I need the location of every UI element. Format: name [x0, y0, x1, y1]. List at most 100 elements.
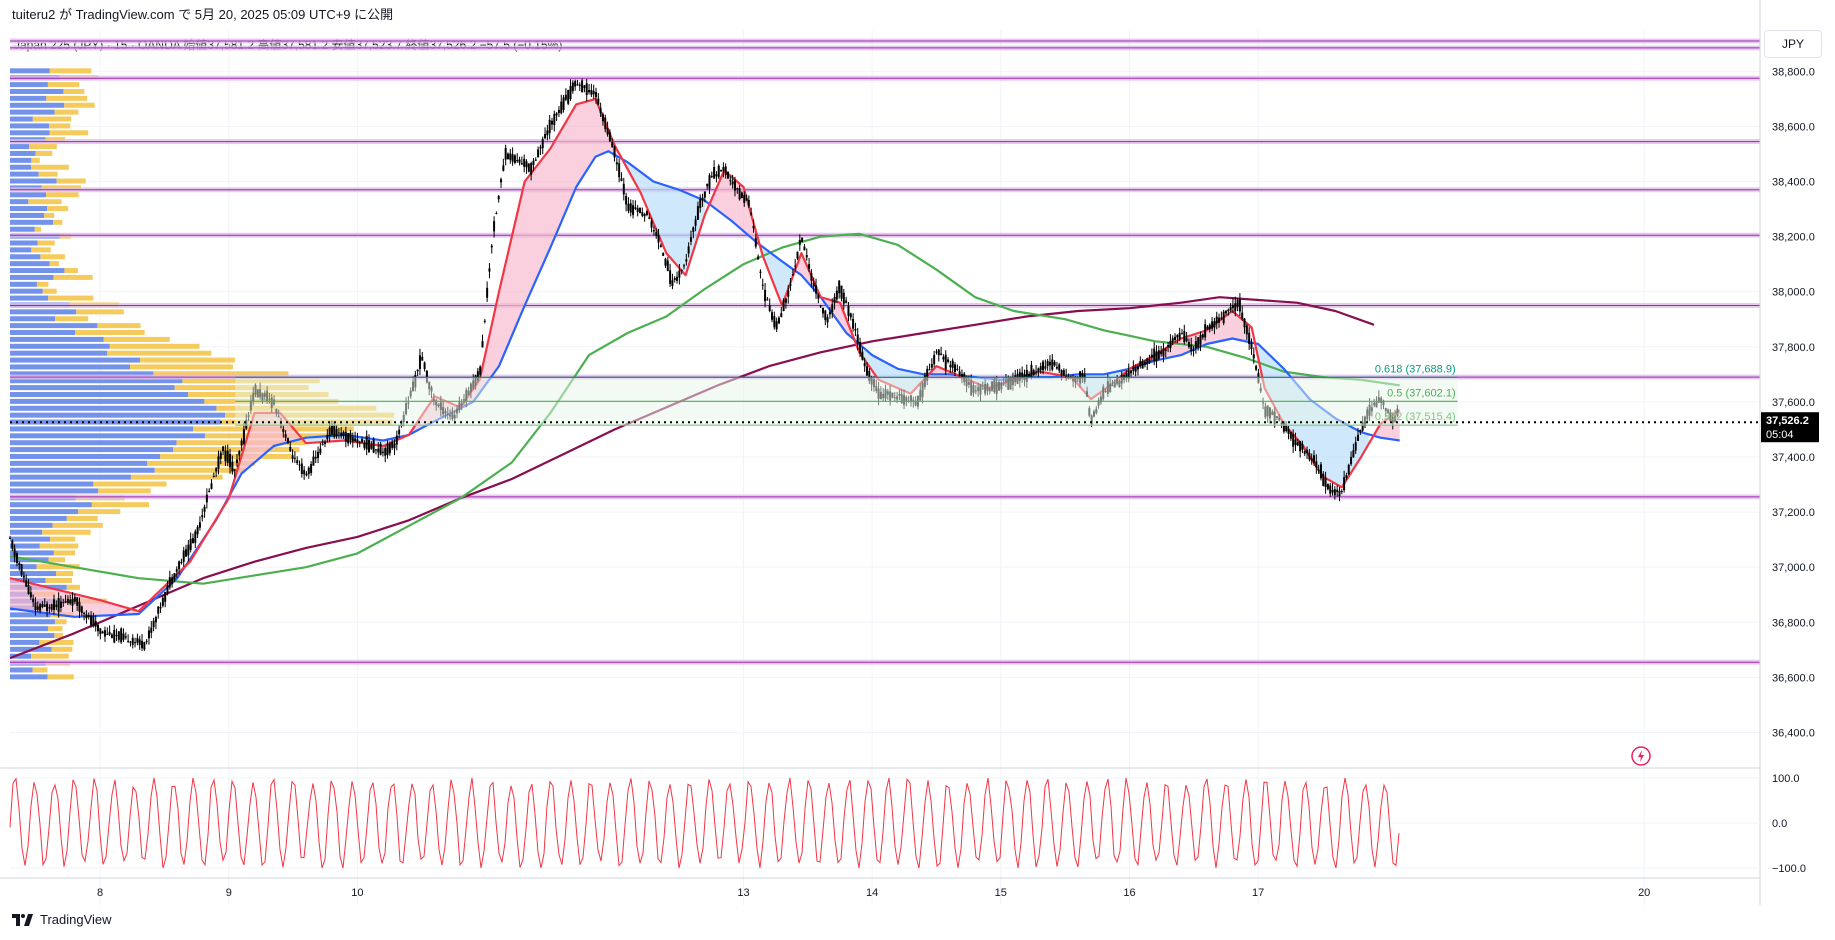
candle-body [1155, 351, 1158, 362]
candle-body [298, 464, 301, 466]
candle-body [134, 642, 137, 644]
candle-body [203, 506, 206, 512]
volume-bar-sell [47, 82, 80, 88]
volume-bar-buy [10, 254, 41, 260]
candle-body [1220, 317, 1223, 319]
candle-body [694, 219, 697, 226]
candle-body [324, 441, 326, 444]
horizontal-levels [10, 38, 1760, 665]
y-tick-label: 36,400.0 [1772, 727, 1815, 739]
volume-bar-buy [10, 150, 36, 156]
candle-body [824, 310, 827, 321]
candle-body [1178, 332, 1181, 340]
candle-body [815, 285, 818, 294]
candle-body [780, 313, 783, 317]
brand-footer: TradingView [12, 912, 112, 927]
volume-bar-buy [10, 502, 92, 508]
osc-tick-label: −100.0 [1772, 863, 1806, 875]
y-tick-label: 36,800.0 [1772, 617, 1815, 629]
volume-bar-buy [10, 488, 99, 494]
candle-body [863, 363, 866, 367]
x-tick-label: 10 [351, 887, 363, 899]
bear-fill [761, 246, 793, 306]
candle-body [1238, 298, 1241, 312]
candle-body [483, 320, 486, 322]
candle-body [787, 290, 790, 297]
candle-body [546, 130, 549, 136]
osc-tick-label: 0.0 [1772, 818, 1787, 830]
volume-bar-buy [10, 164, 32, 170]
volume-bar-sell [56, 178, 86, 184]
volume-bar-sell [53, 219, 63, 225]
candle-body [613, 146, 616, 158]
candle-body [1333, 489, 1336, 496]
volume-bar-sell [64, 268, 78, 274]
candle-body [1139, 361, 1142, 366]
volume-bar-buy [10, 522, 53, 528]
candle-body [1190, 344, 1193, 352]
candle-body [361, 439, 364, 443]
candle-body [1081, 373, 1084, 379]
candle-body [1125, 373, 1128, 378]
candle-body [1352, 450, 1355, 458]
lightning-icon[interactable] [1631, 746, 1651, 766]
volume-bar-buy [10, 206, 48, 212]
volume-bar-buy [10, 440, 177, 446]
candle-body [1055, 367, 1058, 369]
candle-body [421, 356, 424, 361]
candle-body [1025, 369, 1028, 383]
fib-levels: 0.618 (37,688.9) 0.5 (37,602.1) 0.382 (37,… [235, 363, 1458, 426]
volume-bar-buy [10, 123, 50, 129]
volume-bar-buy [10, 371, 154, 377]
candle-body [1329, 485, 1332, 494]
candle-body [1245, 325, 1248, 335]
candle-body [1296, 442, 1299, 446]
price-axis: 36,400.0 36,600.0 36,800.0 37,000.0 37,200.0… [1759, 0, 1815, 905]
candle-body [817, 295, 820, 299]
candle-body [683, 265, 686, 267]
candle-body [1222, 311, 1225, 324]
volume-bar-sell [173, 447, 300, 453]
candle-body [372, 439, 375, 453]
volume-bar-buy [10, 612, 51, 618]
candle-body [1308, 453, 1311, 460]
candle-body [838, 280, 841, 294]
volume-bar-buy [10, 95, 47, 101]
candle-body [201, 515, 204, 518]
candle-body [826, 317, 829, 323]
candle-body [1146, 358, 1149, 365]
candle-body [1338, 490, 1341, 497]
candle-body [129, 641, 132, 643]
currency-button[interactable]: JPY [1764, 30, 1822, 58]
bull-fill [411, 100, 618, 434]
oscillator-pane: 100.0 0.0 −100.0 [0, 767, 1806, 875]
volume-bar-sell [39, 543, 79, 549]
volume-bar-buy [10, 385, 175, 391]
candle-body [194, 531, 197, 543]
candle-body [386, 444, 389, 456]
volume-bar-buy [10, 412, 226, 418]
candle-body [861, 351, 864, 360]
candle-body [727, 171, 730, 179]
candle-body [289, 446, 292, 451]
candle-body [198, 522, 201, 528]
candle-body [810, 272, 813, 281]
candle-body [337, 432, 340, 434]
candle-body [425, 370, 428, 383]
candle-body [773, 316, 776, 328]
candle-body [597, 98, 600, 105]
candle-body [1294, 439, 1297, 445]
candle-body [1310, 458, 1313, 461]
candle-body [381, 451, 384, 453]
volume-bar-buy [10, 481, 94, 487]
volume-bar-buy [10, 316, 56, 322]
candle-body [733, 180, 736, 191]
candle-body [1030, 364, 1033, 378]
candle-body [548, 119, 551, 134]
candle-body [117, 631, 120, 640]
candle-body [215, 468, 218, 472]
candle-body [1051, 359, 1054, 370]
candle-body [1032, 370, 1035, 376]
candle-body [1204, 324, 1207, 338]
